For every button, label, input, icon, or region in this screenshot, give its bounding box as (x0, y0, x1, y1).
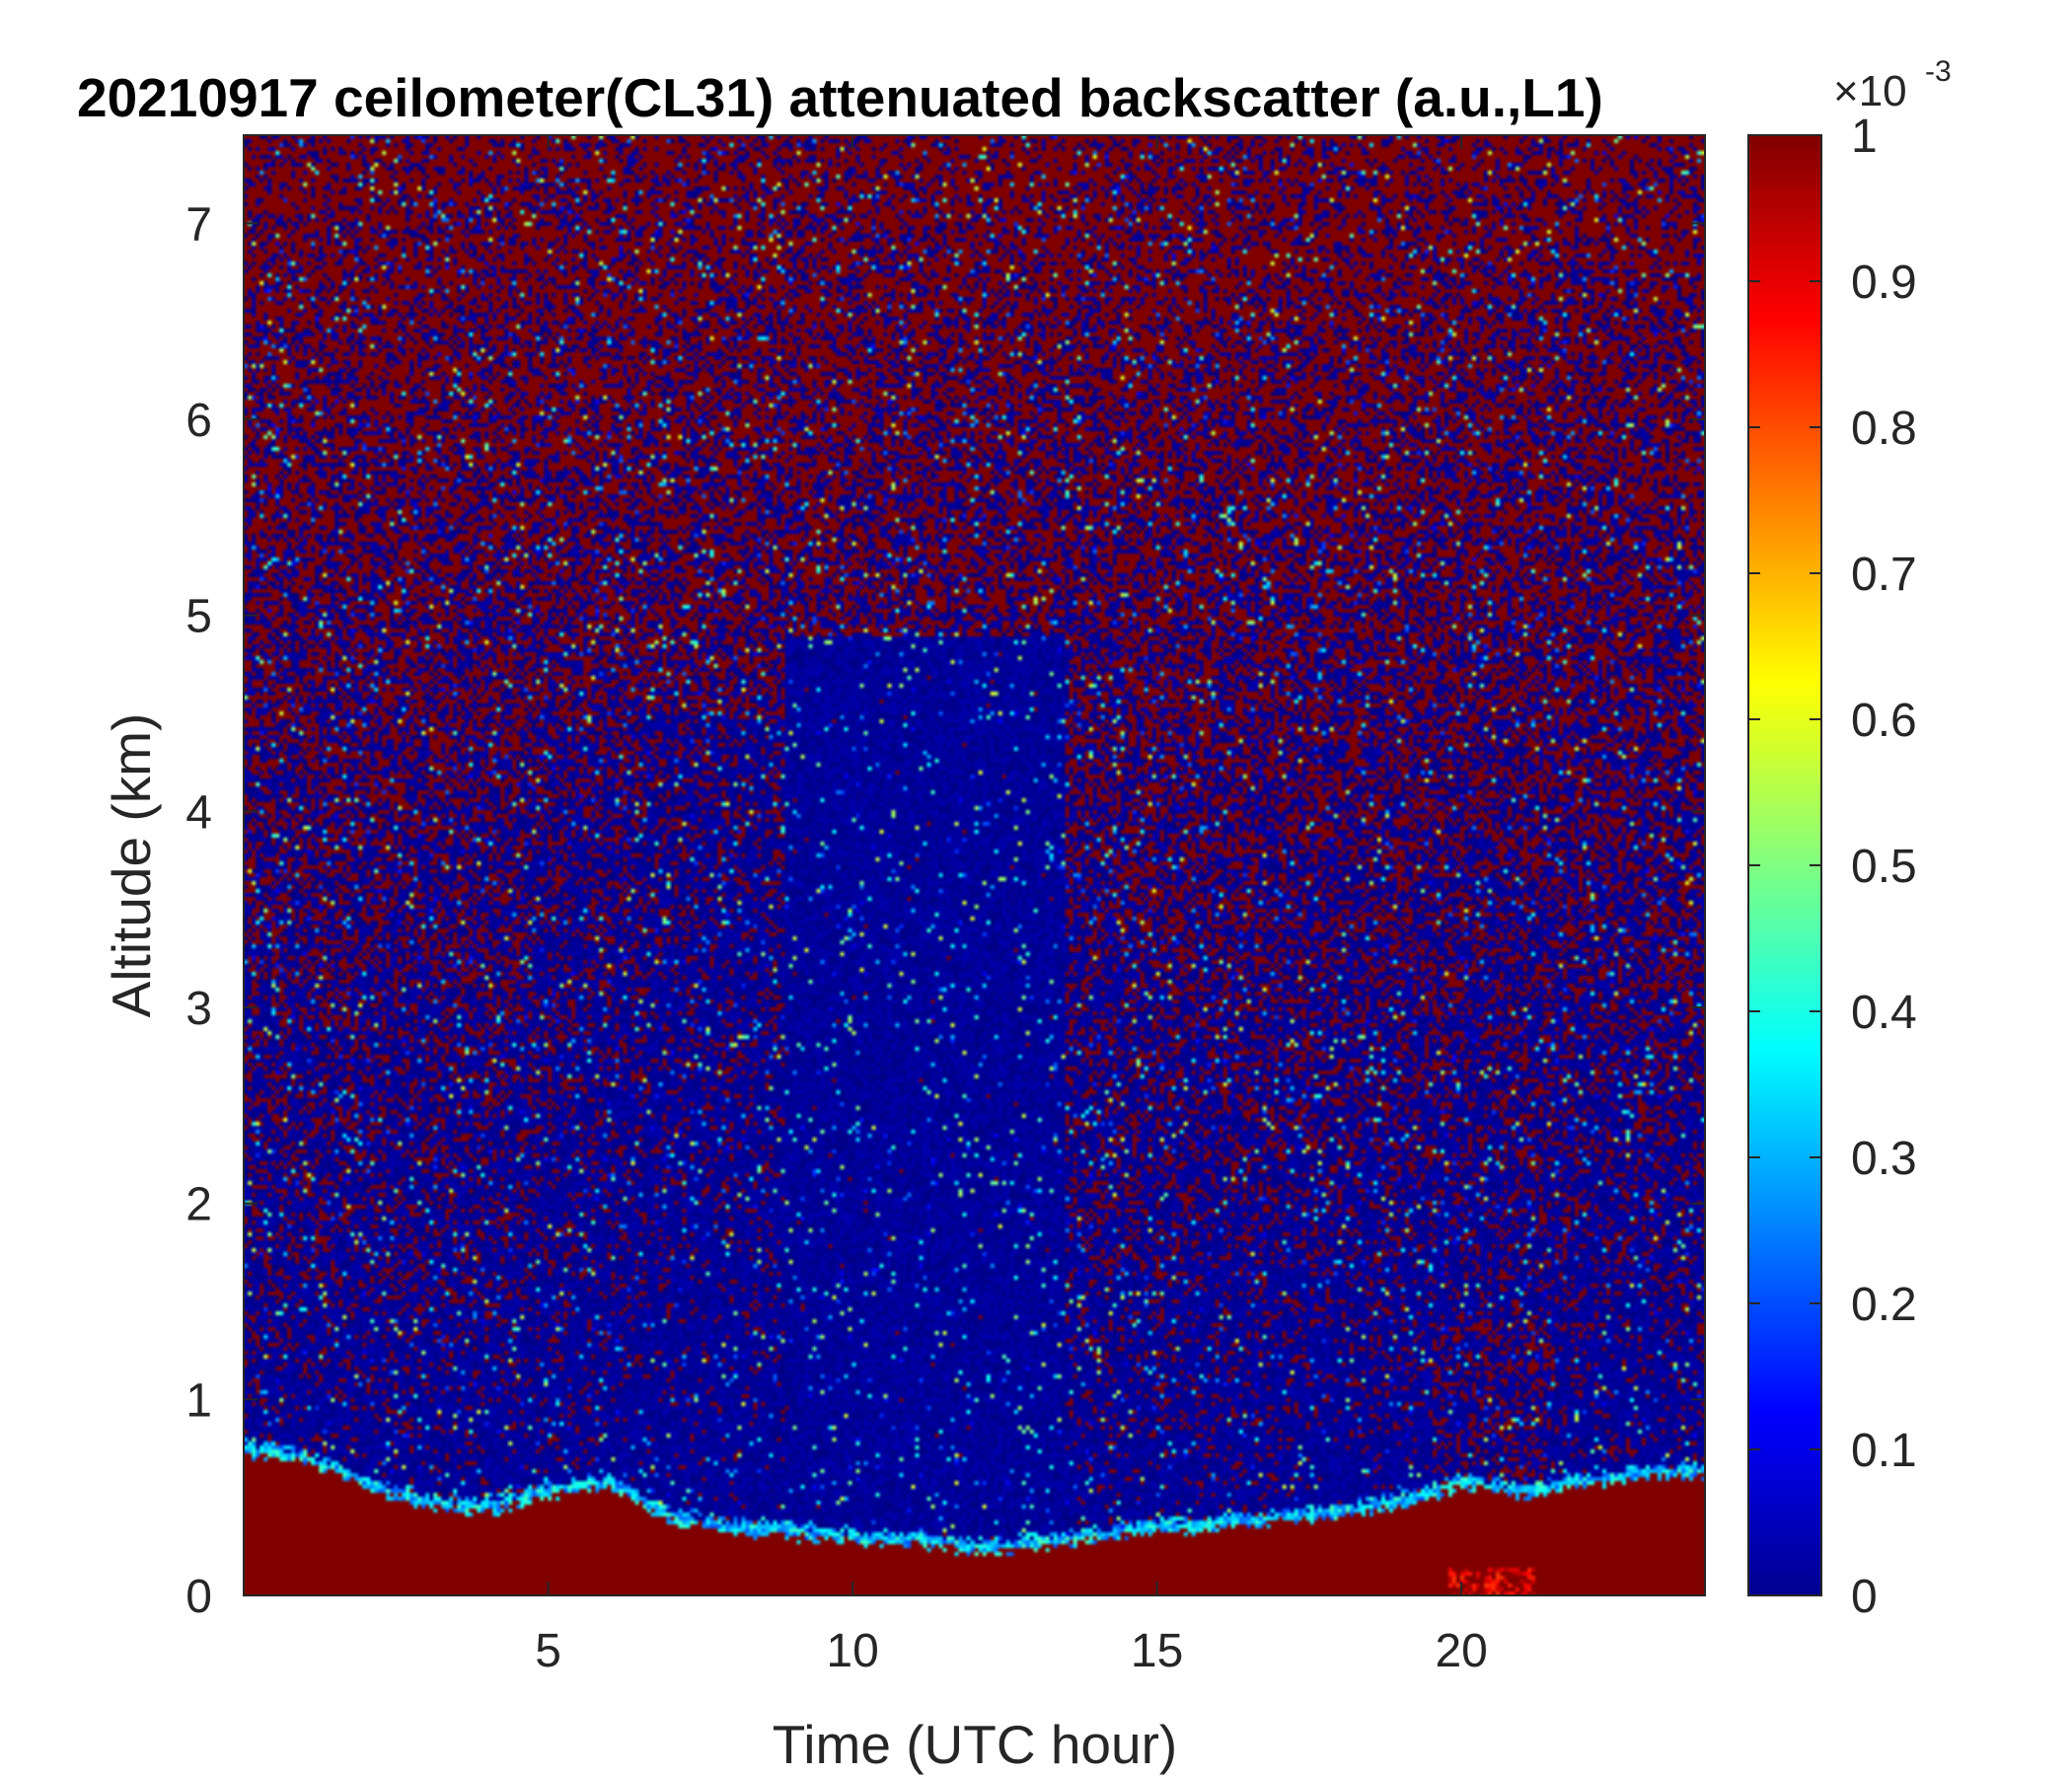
heatmap-image (244, 135, 1705, 1595)
plot-area (243, 134, 1706, 1596)
x-axis: 5 10 15 20 (535, 135, 1488, 1677)
y-tick-label: 1 (185, 1374, 212, 1427)
y-tick-label: 5 (185, 591, 212, 643)
x-tick-label: 20 (1435, 1625, 1487, 1677)
x-axis-label: Time (UTC hour) (773, 1714, 1178, 1775)
x-tick-label: 5 (535, 1625, 561, 1677)
colorbar-exponent-base: ×10 (1833, 67, 1907, 115)
x-tick-label: 15 (1131, 1625, 1183, 1677)
colorbar-tick-label: 0.9 (1851, 257, 1917, 309)
colorbar-tick-label: 0.7 (1851, 549, 1917, 601)
plot-frame (243, 134, 1706, 1596)
y-tick-label: 0 (185, 1571, 212, 1623)
y-tick-label: 6 (185, 395, 212, 447)
colorbar-tick-label: 0.8 (1851, 403, 1917, 455)
colorbar-exponent-power: -3 (1925, 55, 1952, 88)
y-axis-label: Altitude (km) (101, 713, 162, 1018)
colorbar-tick-label: 1 (1851, 111, 1878, 163)
chart-title: 20210917 ceilometer(CL31) attenuated bac… (77, 67, 1603, 128)
colorbar-tick-label: 0.2 (1851, 1279, 1917, 1331)
colorbar-tick-label: 0.1 (1851, 1425, 1917, 1477)
y-tick-label: 2 (185, 1179, 212, 1231)
colorbar-ticks: 0 0.1 0.2 0.3 0.4 0.5 0.6 0.7 0.8 0.9 1 (1748, 111, 1917, 1623)
colorbar-tick-label: 0.3 (1851, 1133, 1917, 1185)
y-tick-label: 3 (185, 983, 212, 1035)
colorbar-tick-label: 0.4 (1851, 987, 1917, 1039)
colorbar-tick-label: 0 (1851, 1571, 1878, 1623)
y-axis: 0 1 2 3 4 5 6 7 (185, 198, 1705, 1623)
colorbar-tick-label: 0.6 (1851, 695, 1917, 747)
colorbar-tick-label: 0.5 (1851, 841, 1917, 893)
colorbar: 0 0.1 0.2 0.3 0.4 0.5 0.6 0.7 0.8 0.9 1 ×10 -3 (1747, 55, 1952, 1623)
x-tick-label: 10 (826, 1625, 878, 1677)
y-tick-label: 4 (185, 786, 212, 839)
y-tick-label: 7 (185, 198, 212, 251)
